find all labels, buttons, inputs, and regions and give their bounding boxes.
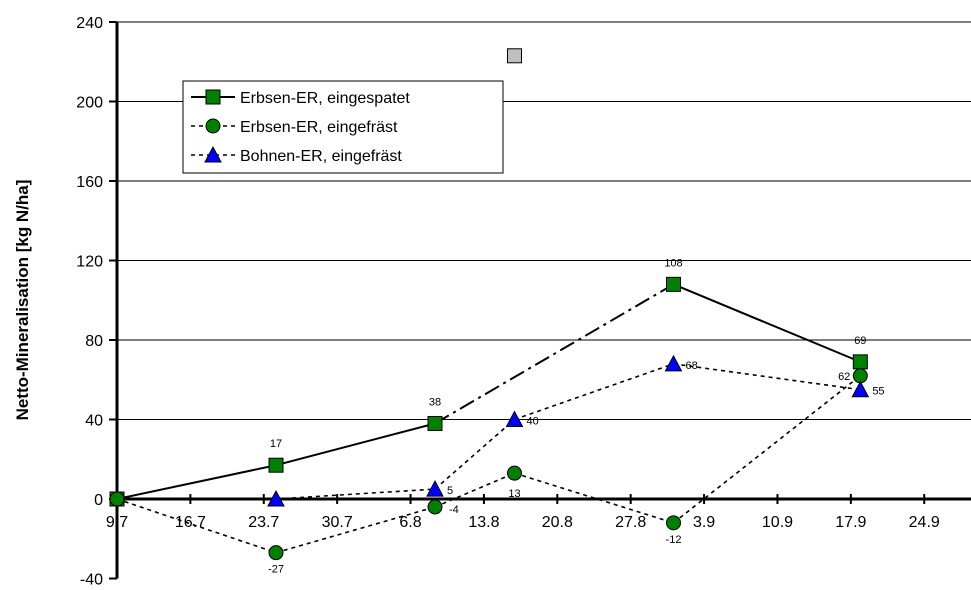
legend-box (182, 80, 504, 174)
legend-label: Erbsen-ER, eingefräst (240, 119, 398, 136)
y-tick-label: 120 (76, 254, 103, 271)
data-label: 62 (838, 371, 850, 383)
data-labels: 17 38 108 69 -27 -4 13 -12 62 5 40 68 55 (268, 257, 885, 575)
data-label: 40 (527, 416, 539, 428)
legend-marker (204, 145, 222, 163)
data-label: 55 (872, 386, 884, 398)
data-point (268, 457, 284, 473)
x-tick-label: 16.7 (175, 514, 206, 531)
data-point (109, 491, 125, 507)
x-tick-label: 6.8 (399, 514, 421, 531)
legend: Erbsen-ER, eingespatet Erbsen-ER, eingefr… (182, 80, 504, 174)
data-point (426, 480, 444, 497)
y-tick-label: -40 (80, 572, 103, 589)
data-point-extra (507, 48, 522, 64)
data-point (268, 545, 284, 561)
data-point (666, 276, 681, 292)
x-tick-label: 27.8 (615, 514, 646, 531)
data-point (427, 415, 443, 431)
x-tick-label: 20.8 (542, 514, 573, 531)
data-label: -4 (449, 504, 459, 516)
x-tick-label: 17.9 (835, 514, 866, 531)
series-line-segment (275, 488, 436, 500)
series-line-segment (116, 464, 277, 500)
data-point (852, 354, 868, 370)
data-point (851, 380, 870, 398)
y-tick-label: 240 (76, 15, 103, 32)
series-line-segment (434, 472, 515, 508)
legend-label: Bohnen-ER, eingefräst (240, 148, 402, 165)
data-point (666, 515, 681, 531)
y-tick-label: 200 (76, 95, 103, 112)
x-axis: 9.7 16.7 23.7 30.7 6.8 13.8 20.8 27.8 3.9 10.9 17.… (106, 494, 971, 531)
x-tick-label: 23.7 (248, 514, 279, 531)
series-line-segment (434, 418, 516, 490)
data-label: -27 (268, 564, 284, 576)
series-lines (116, 283, 861, 554)
data-label: 69 (854, 335, 866, 347)
x-tick-label: 13.8 (468, 514, 499, 531)
y-tick-label: 160 (76, 174, 103, 191)
data-label: 5 (447, 485, 453, 497)
series-line-segment (275, 506, 436, 554)
x-tick-label: 24.9 (909, 514, 940, 531)
y-tick-label: 40 (85, 413, 103, 430)
x-tick-label: 9.7 (106, 514, 128, 531)
data-label: 17 (270, 438, 282, 450)
legend-marker (205, 118, 221, 134)
data-label: -12 (666, 534, 682, 546)
y-axis-title: Netto-Mineralisation [kg N/ha] (13, 180, 32, 421)
series-markers (109, 48, 870, 561)
data-point (664, 354, 683, 372)
data-label: 68 (686, 360, 698, 372)
series-line-segment (673, 283, 861, 363)
series-line-segment (514, 472, 674, 524)
series-line-segment (434, 283, 675, 425)
data-point (505, 410, 524, 427)
legend-marker (205, 89, 221, 105)
series-line-segment (116, 498, 277, 554)
legend-label: Erbsen-ER, eingespatet (240, 90, 410, 107)
series-line-segment (673, 375, 861, 524)
y-axis: -40 0 40 80 120 160 200 240 (76, 15, 119, 589)
data-label: 108 (664, 257, 682, 269)
data-point (427, 499, 443, 515)
series-line-segment (275, 422, 436, 467)
data-label: 13 (508, 488, 520, 500)
data-point (507, 465, 522, 481)
data-label: 38 (429, 396, 441, 408)
series-line-segment (673, 363, 861, 391)
x-tick-label: 10.9 (762, 514, 793, 531)
x-tick-label: 3.9 (693, 514, 715, 531)
x-tick-label: 30.7 (322, 514, 353, 531)
data-point (267, 489, 285, 507)
series-line-segment (514, 363, 674, 421)
y-tick-label: 0 (94, 492, 103, 509)
y-tick-label: 80 (85, 333, 103, 350)
